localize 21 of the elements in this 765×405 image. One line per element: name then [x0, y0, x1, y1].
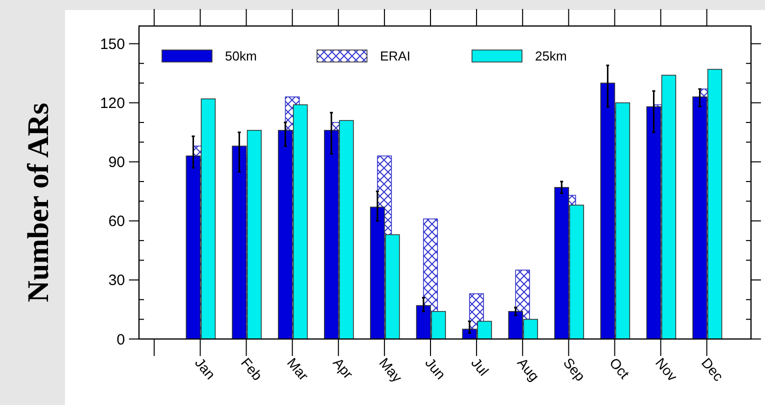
- legend-label: 25km: [535, 48, 567, 64]
- x-tick-label: Jan: [192, 354, 219, 382]
- x-tick-label: Sep: [560, 354, 589, 384]
- x-tick-label: Jun: [422, 354, 449, 382]
- y-tick-label: 90: [108, 154, 125, 172]
- x-tick-label: Feb: [238, 354, 266, 384]
- y-tick-label: 120: [100, 95, 125, 112]
- x-tick-label: Oct: [606, 354, 633, 382]
- x-tick-label: Nov: [652, 354, 681, 384]
- y-tick-label: 60: [108, 213, 125, 230]
- x-tick-label: Dec: [698, 354, 727, 384]
- y-tick-label: 0: [116, 331, 125, 348]
- y-axis-title: Number of ARs: [22, 102, 55, 302]
- y-tick-label: 150: [100, 36, 125, 53]
- y-tick-label: 30: [108, 272, 125, 290]
- legend-label: ERAI: [380, 48, 410, 64]
- x-tick-label: Apr: [330, 354, 357, 382]
- x-tick-label: Mar: [284, 354, 312, 384]
- x-tick-label: Aug: [514, 354, 543, 384]
- legend-label: 50km: [225, 48, 257, 64]
- x-tick-label: Jul: [468, 354, 492, 379]
